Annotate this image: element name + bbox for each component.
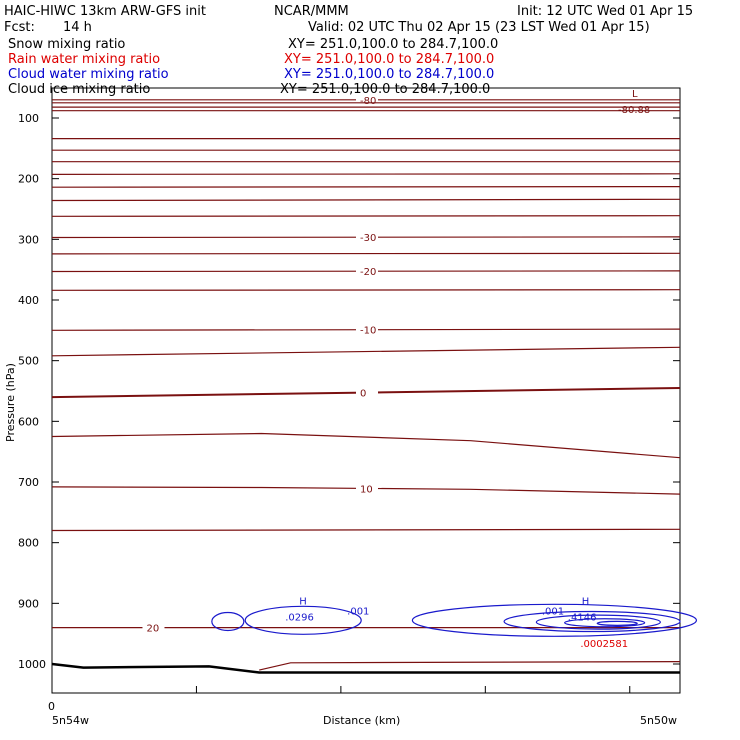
extreme-value: .4146	[568, 613, 597, 624]
field-name-cloud-ice: Cloud ice mixing ratio	[8, 82, 150, 97]
y-tick-label: 200	[18, 173, 39, 186]
forecast-label: Fcst:	[4, 20, 35, 35]
y-tick-label: 600	[18, 415, 39, 428]
isotherm-label-bg	[356, 265, 378, 277]
extreme-value: .0296	[285, 613, 314, 624]
valid-time: Valid: 02 UTC Thu 02 Apr 15 (23 LST Wed …	[308, 20, 650, 35]
isotherm-line	[51, 432, 681, 459]
y-axis-label: Pressure (hPa)	[4, 363, 17, 442]
isotherm-line	[51, 528, 681, 532]
cloud-water-contour-label: .001	[542, 607, 564, 618]
x-axis-label: Distance (km)	[323, 714, 400, 727]
cloud-water-contour	[596, 620, 638, 626]
y-tick-label: 800	[18, 537, 39, 550]
field-xy-snow: XY= 251.0,100.0 to 284.7,100.0	[288, 37, 498, 52]
terrain-layer	[51, 661, 681, 674]
org-label: NCAR/MMM	[274, 4, 349, 19]
x-zero-label: 0	[48, 700, 55, 713]
isotherm-label-bg	[142, 621, 165, 633]
forecast-hour: 14 h	[63, 20, 92, 35]
isotherm-label: -30	[360, 233, 376, 244]
terrain-line	[51, 662, 680, 674]
isotherm-line	[51, 173, 681, 175]
extreme-marker: L	[632, 89, 638, 100]
y-tick-label: 700	[18, 476, 39, 489]
cloud-water-contour	[244, 605, 362, 635]
isotherm-label-bg	[356, 386, 378, 398]
y-tick-label: 400	[18, 294, 39, 307]
isotherm-line	[51, 198, 681, 202]
isotherm-label: -20	[360, 267, 376, 278]
isotherm-line	[51, 215, 681, 217]
y-tick-label: 300	[18, 233, 39, 246]
init-time: Init: 12 UTC Wed 01 Apr 15	[517, 4, 693, 19]
isotherm-label: 20	[146, 624, 159, 635]
cloud-water-contour	[535, 614, 661, 630]
title-left: HAIC-HIWC 13km ARW-GFS init	[4, 4, 206, 19]
cloud-water-contour	[564, 618, 646, 628]
cloud-water-contour	[503, 610, 681, 633]
isotherm-label-bg	[356, 323, 378, 335]
field-name-rain: Rain water mixing ratio	[8, 52, 160, 67]
x-end-label: 5n50w	[640, 714, 677, 727]
plot-frame	[51, 87, 681, 694]
field-xy-cloud-water: XY= 251.0,100.0 to 284.7,100.0	[284, 67, 494, 82]
field-name-snow: Snow mixing ratio	[8, 37, 125, 52]
field-xy-cloud-ice: XY= 251.0,100.0 to 284.7,100.0	[280, 82, 490, 97]
extreme-marker: H	[299, 597, 307, 608]
isotherm-label-bg	[356, 482, 378, 494]
extreme-value: -80.88	[618, 105, 650, 116]
field-name-cloud-water: Cloud water mixing ratio	[8, 67, 169, 82]
isotherm-label-bg	[356, 93, 378, 105]
isotherm-label: 10	[360, 484, 373, 495]
y-tick-label: 900	[18, 597, 39, 610]
x-start-label: 5n54w	[52, 714, 89, 727]
field-xy-rain: XY= 251.0,100.0 to 284.7,100.0	[284, 52, 494, 67]
cloud-water-contour	[411, 603, 698, 637]
cloud-water-contour	[211, 611, 245, 632]
y-tick-label: 1000	[18, 658, 46, 671]
extreme-value: .0002581	[580, 639, 628, 650]
isotherm-label: 0	[360, 389, 366, 400]
isotherm-layer: -80 -30 -20 -10 0 10 20	[51, 93, 681, 635]
cloud-water-layer: .001 .001 L -80.88 H .0296 H .4146 .0002581	[211, 89, 698, 650]
surface-isotherm	[259, 661, 681, 671]
isotherm-line	[51, 289, 681, 291]
cloud-water-contour-label: .001	[347, 607, 369, 618]
isotherm-label-bg	[356, 231, 378, 243]
isotherm-line	[51, 346, 681, 357]
extreme-marker: H	[582, 597, 590, 608]
y-tick-label: 100	[18, 112, 39, 125]
y-tick-label: 500	[18, 355, 39, 368]
isotherm-line	[51, 252, 681, 255]
isotherm-label: -80	[360, 96, 376, 107]
isotherm-line	[51, 186, 681, 188]
x-axis	[51, 686, 631, 693]
isotherm-label: -10	[360, 326, 376, 337]
